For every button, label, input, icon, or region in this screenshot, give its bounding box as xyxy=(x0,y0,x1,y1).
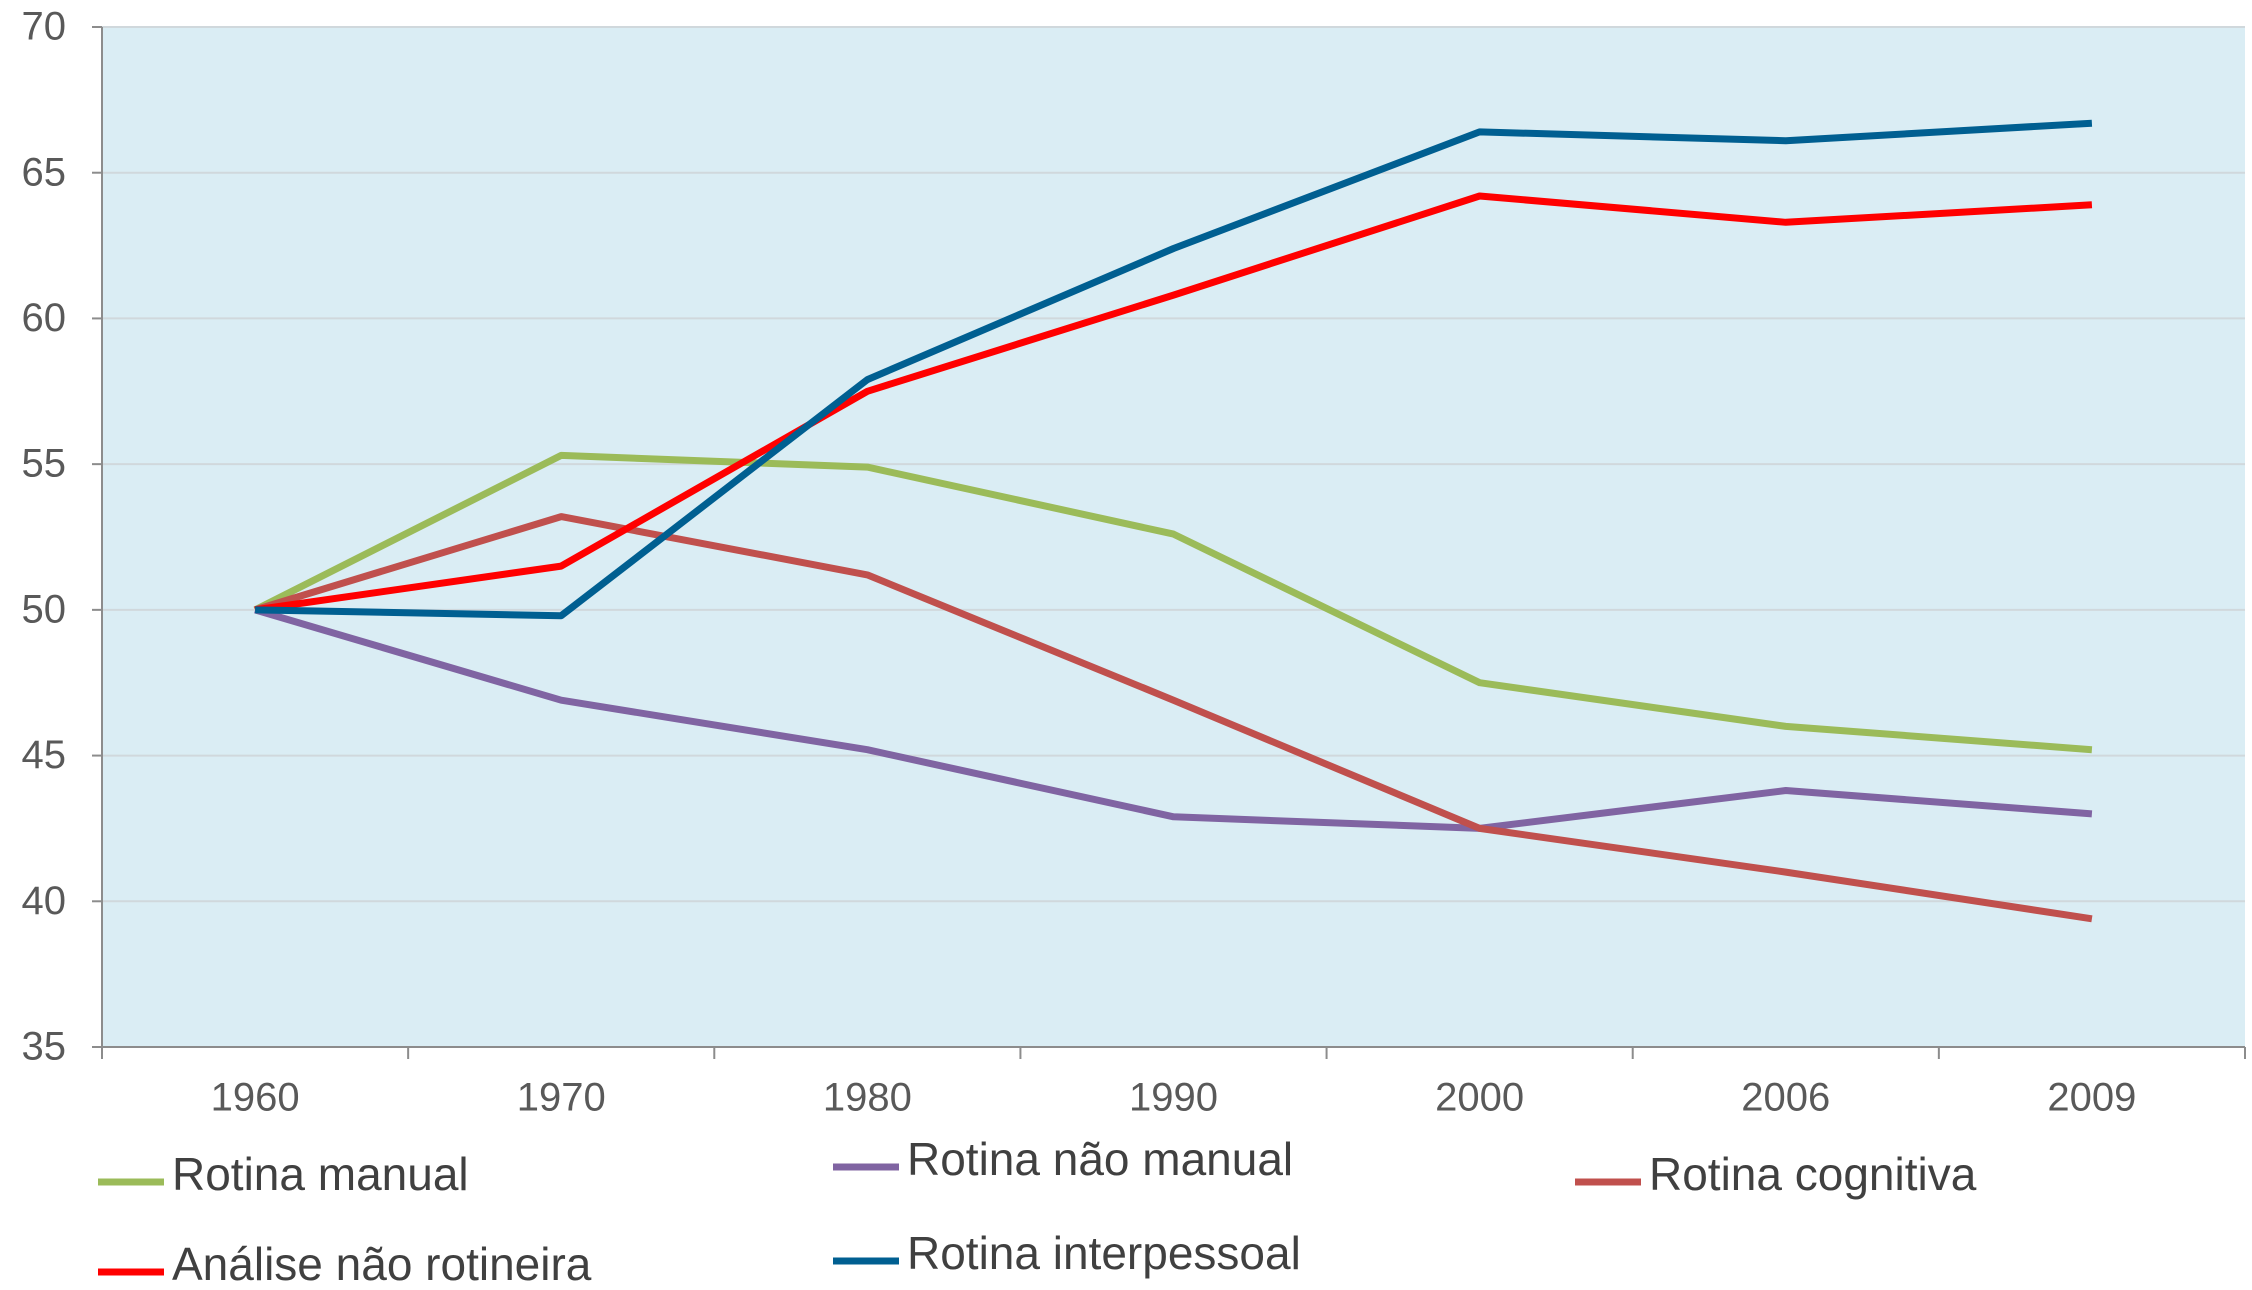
x-tick-label: 2006 xyxy=(1741,1076,1830,1120)
series-line xyxy=(254,192,2093,614)
y-tick-label: 70 xyxy=(22,5,67,49)
x-tick-label: 2000 xyxy=(1435,1076,1524,1120)
x-tick-label: 1980 xyxy=(823,1076,912,1120)
x-tick-label: 1970 xyxy=(517,1076,606,1120)
y-tick-label: 65 xyxy=(22,150,67,194)
series-line xyxy=(254,513,2093,923)
x-tick-label: 2009 xyxy=(2047,1076,2136,1120)
series-line xyxy=(253,451,2093,754)
legend-label: Rotina manual xyxy=(172,1148,469,1200)
legend-label: Rotina interpessoal xyxy=(907,1227,1301,1279)
y-tick-label: 35 xyxy=(22,1025,67,1069)
legend-label: Rotina cognitiva xyxy=(1649,1148,1977,1200)
y-tick-label: 50 xyxy=(22,587,67,631)
legend-label: Análise não rotineira xyxy=(172,1238,592,1290)
y-tick-label: 45 xyxy=(22,733,67,777)
y-tick-label: 55 xyxy=(22,442,67,486)
series-line xyxy=(255,119,2093,620)
series-line xyxy=(254,606,2093,832)
y-tick-label: 60 xyxy=(22,296,67,340)
x-tick-label: 1960 xyxy=(211,1076,300,1120)
y-tick-label: 40 xyxy=(22,879,67,923)
x-tick-label: 1990 xyxy=(1129,1076,1218,1120)
legend-label: Rotina não manual xyxy=(907,1133,1293,1185)
